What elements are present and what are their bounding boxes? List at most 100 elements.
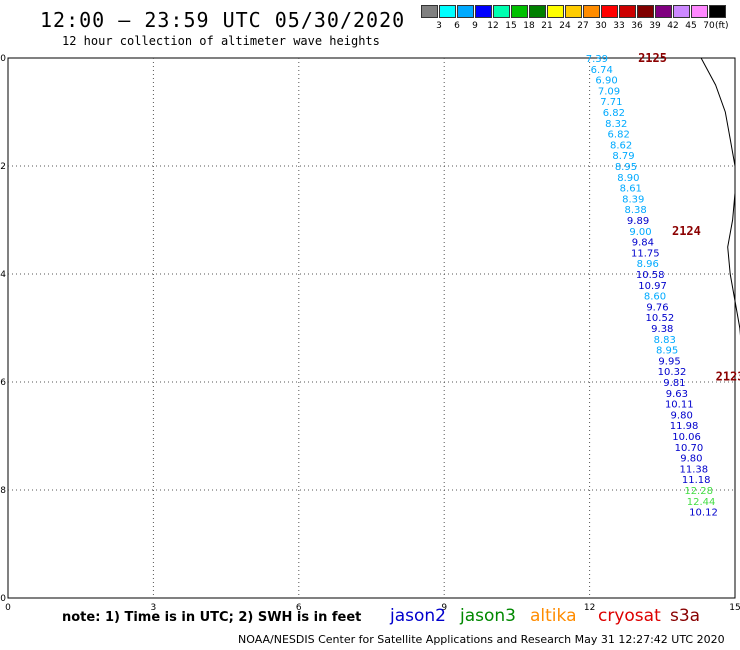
legend-swatch [529,5,546,18]
lat-tick-label: -20 [0,54,6,64]
legend-swatch [673,5,690,18]
wave-height-label: 11.98 [670,421,699,432]
legend-label: 9 [472,21,478,31]
map-title: 12:00 – 23:59 UTC 05/30/2020 [40,8,406,32]
track-labels: 2125 2124 2123 [638,51,740,384]
legend-swatch [583,5,600,18]
wave-height-label: 8.96 [637,259,659,270]
legend-swatch [475,5,492,18]
legend-swatch [619,5,636,18]
legend-label: 33 [613,21,625,31]
wave-height-label: 11.75 [631,248,660,259]
lon-tick-label: 15 [729,603,740,613]
wave-height-label: 9.38 [651,324,673,335]
wave-height-label: 6.82 [608,130,630,141]
legend-label: 3 [436,21,442,31]
wave-height-label: 8.61 [620,184,642,195]
wave-height-label: 7.71 [600,97,622,108]
legend-swatch [493,5,510,18]
legend-swatch [565,5,582,18]
wave-height-label: 10.52 [646,313,675,324]
legend-label: 39 [649,21,661,31]
satellite-s3a: s3a [670,606,701,626]
axis-labels: 0 3 6 9 12 15 -20 -22 -24 -26 -28 -30 [0,54,740,613]
coastline-path [700,57,740,336]
legend-label: 18 [523,21,535,31]
satellite-cryosat: cryosat [598,606,661,626]
map-frame [7,57,736,599]
legend-label: 42 [667,21,679,31]
track-label: 2124 [672,224,701,238]
legend-label: 45 [685,21,697,31]
lon-tick-label: 9 [441,603,447,613]
wave-height-label: 9.00 [629,227,651,238]
lat-tick-label: -26 [0,378,6,388]
satellite-altika: altika [530,606,577,626]
wave-height-label: 8.83 [654,335,676,346]
coastline [700,57,740,336]
satellite-jason3: jason3 [460,606,516,626]
wave-height-label: 8.38 [625,205,647,216]
legend-swatch [691,5,708,18]
legend-units: (ft) [715,21,729,31]
footer-note: note: 1) Time is in UTC; 2) SWH is in fe… [62,610,362,625]
wave-height-label: 8.95 [615,162,637,173]
wave-height-label: 12.28 [684,486,713,497]
satellite-jason2: jason2 [390,606,446,626]
legend-label: 15 [505,21,517,31]
wave-height-label: 8.32 [605,119,627,130]
wave-height-label: 7.09 [598,86,620,97]
lon-tick-label: 0 [5,603,11,613]
legend-swatch [655,5,672,18]
wave-height-label: 10.32 [658,367,687,378]
legend-swatch [421,5,438,18]
wave-height-label: 10.97 [638,281,667,292]
wave-height-label: 7.39 [586,54,608,65]
legend-swatch [709,5,726,18]
wave-height-label: 10.58 [636,270,665,281]
lon-tick-label: 6 [296,603,302,613]
lat-tick-label: -22 [0,162,6,172]
legend-swatch [637,5,654,18]
wave-height-label: 11.38 [679,464,708,475]
wave-height-label: 10.06 [672,432,701,443]
wave-height-label: 6.90 [595,76,617,87]
legend-label: 24 [559,21,571,31]
lon-tick-label: 12 [584,603,595,613]
wave-height-label: 8.60 [644,292,666,303]
lat-tick-label: -30 [0,594,6,604]
wave-height-label: 6.82 [603,108,625,119]
legend-label: 30 [595,21,607,31]
legend-swatch [439,5,456,18]
wave-height-label: 10.11 [665,400,694,411]
wave-height-label: 6.74 [591,65,613,76]
track-label: 2125 [638,51,667,65]
legend-label: 36 [631,21,643,31]
legend-swatch [547,5,564,18]
lat-tick-label: -24 [0,270,6,280]
wave-height-label: 9.89 [627,216,649,227]
wave-height-label: 10.12 [689,508,718,519]
wave-height-label: 9.80 [680,454,702,465]
map-subtitle: 12 hour collection of altimeter wave hei… [62,34,380,48]
wave-height-label: 10.70 [675,443,704,454]
wave-height-label: 9.76 [646,302,668,313]
wave-height-label: 12.44 [687,497,716,508]
legend-swatch [457,5,474,18]
wave-height-label: 8.79 [612,151,634,162]
wave-height-label: 9.95 [658,356,680,367]
wave-height-label: 8.39 [622,194,644,205]
legend-swatch [601,5,618,18]
wave-height-points: 7.396.746.907.097.716.828.326.828.628.79… [586,54,718,519]
credit-line: NOAA/NESDIS Center for Satellite Applica… [238,633,725,646]
legend-swatch [511,5,528,18]
wave-height-label: 8.62 [610,140,632,151]
legend-label: 12 [487,21,499,31]
wave-height-label: 8.90 [617,173,639,184]
lat-tick-label: -28 [0,486,6,496]
legend-label: 27 [577,21,589,31]
lon-tick-label: 3 [151,603,157,613]
legend-label: 21 [541,21,553,31]
wave-height-label: 11.18 [682,475,711,486]
